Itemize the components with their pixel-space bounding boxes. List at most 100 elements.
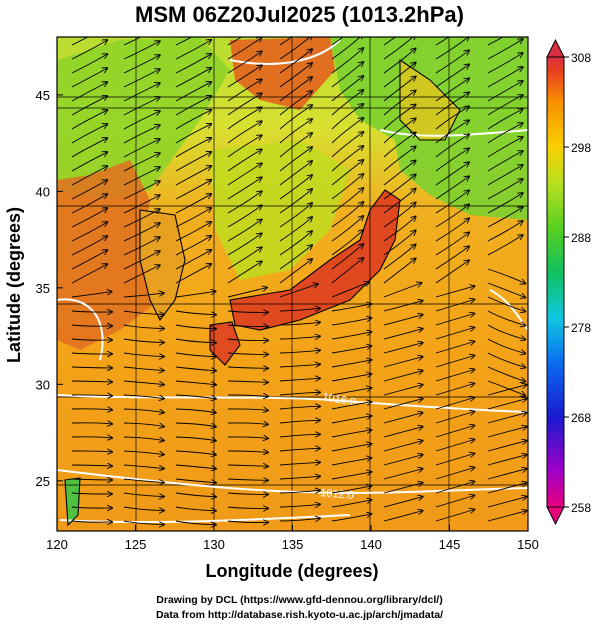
streamline <box>123 37 142 46</box>
streamline <box>331 202 363 228</box>
streamline <box>227 51 262 74</box>
streamline <box>435 232 469 256</box>
streamline <box>331 304 371 312</box>
streamline <box>279 245 312 270</box>
streamline <box>227 261 262 284</box>
streamline <box>383 357 423 368</box>
coastlines <box>64 58 461 527</box>
streamline <box>487 179 523 200</box>
streamline <box>383 511 423 522</box>
streamline <box>175 250 211 270</box>
streamline <box>227 521 268 523</box>
streamline <box>487 380 525 395</box>
streamline <box>175 194 211 214</box>
colorbar-tick-label: 268 <box>571 411 591 425</box>
streamline <box>279 217 312 242</box>
streamline <box>435 426 474 438</box>
streamline <box>279 231 312 256</box>
streamline <box>227 353 268 354</box>
land-taiwan <box>65 478 80 525</box>
streamline <box>435 454 474 466</box>
streamline <box>175 520 216 525</box>
y-axis-ticks: 25 30 35 40 45 <box>36 88 63 489</box>
streamline <box>279 63 312 88</box>
streamline <box>487 427 527 438</box>
streamline <box>435 440 474 452</box>
streamline <box>227 79 262 102</box>
streamline <box>279 378 320 381</box>
streamline <box>435 204 469 228</box>
wind-streamlines <box>71 37 527 525</box>
streamline <box>435 510 474 522</box>
streamline <box>331 346 371 354</box>
streamline <box>383 217 416 242</box>
streamline <box>279 175 312 200</box>
streamline <box>279 37 312 60</box>
streamline <box>331 486 371 494</box>
streamline <box>71 138 107 158</box>
streamline <box>175 37 193 46</box>
streamline <box>175 408 216 413</box>
streamline <box>71 423 112 424</box>
streamline <box>71 250 107 270</box>
streamline <box>227 423 268 425</box>
x-tick-label: 120 <box>46 537 68 552</box>
streamline <box>487 151 523 172</box>
streamline <box>71 451 112 452</box>
colorbar-ticks: 308 298 288 278 268 258 <box>564 51 591 515</box>
streamline <box>383 427 423 438</box>
streamline <box>279 284 318 298</box>
streamline <box>279 392 320 395</box>
streamline <box>123 492 164 497</box>
streamline <box>331 48 363 74</box>
streamline <box>71 124 107 144</box>
streamline <box>71 96 107 116</box>
streamline <box>123 422 164 427</box>
streamline <box>123 167 160 186</box>
streamline <box>383 455 423 466</box>
streamline <box>71 292 112 298</box>
streamline <box>227 437 268 438</box>
streamline <box>123 520 164 525</box>
streamline <box>331 258 363 284</box>
streamline <box>435 162 469 186</box>
streamline <box>227 493 268 494</box>
streamline <box>435 370 474 382</box>
streamline <box>383 483 423 494</box>
streamline <box>331 416 371 424</box>
streamline <box>383 231 416 256</box>
streamline <box>175 222 211 242</box>
streamline <box>331 402 371 410</box>
streamline <box>175 180 211 200</box>
map-title: MSM 06Z20Jul2025 (1013.2hPa) <box>135 2 464 27</box>
streamline <box>331 430 371 438</box>
streamline <box>383 371 423 382</box>
streamline <box>279 434 320 438</box>
streamline <box>331 118 363 144</box>
streamline <box>435 50 469 74</box>
x-tick-label: 135 <box>282 537 304 552</box>
streamline <box>123 55 160 74</box>
streamline <box>175 478 216 483</box>
streamline <box>279 259 312 284</box>
land-korea <box>140 210 185 320</box>
streamline <box>175 96 211 116</box>
x-tick-label: 130 <box>203 537 225 552</box>
streamline <box>435 92 469 116</box>
streamline <box>279 406 320 410</box>
streamline <box>227 325 268 327</box>
streamline <box>435 260 469 284</box>
streamline <box>279 322 320 325</box>
colorbar-tick-label: 278 <box>571 321 591 335</box>
colorbar-tick-label: 258 <box>571 501 591 515</box>
streamline <box>331 244 363 270</box>
streamline <box>435 286 474 298</box>
streamline <box>123 83 160 102</box>
streamline <box>123 111 160 130</box>
streamline <box>279 518 320 521</box>
streamline <box>175 310 216 315</box>
streamline <box>435 120 469 144</box>
streamline <box>227 247 262 270</box>
streamline <box>487 338 525 353</box>
streamline <box>123 324 164 329</box>
